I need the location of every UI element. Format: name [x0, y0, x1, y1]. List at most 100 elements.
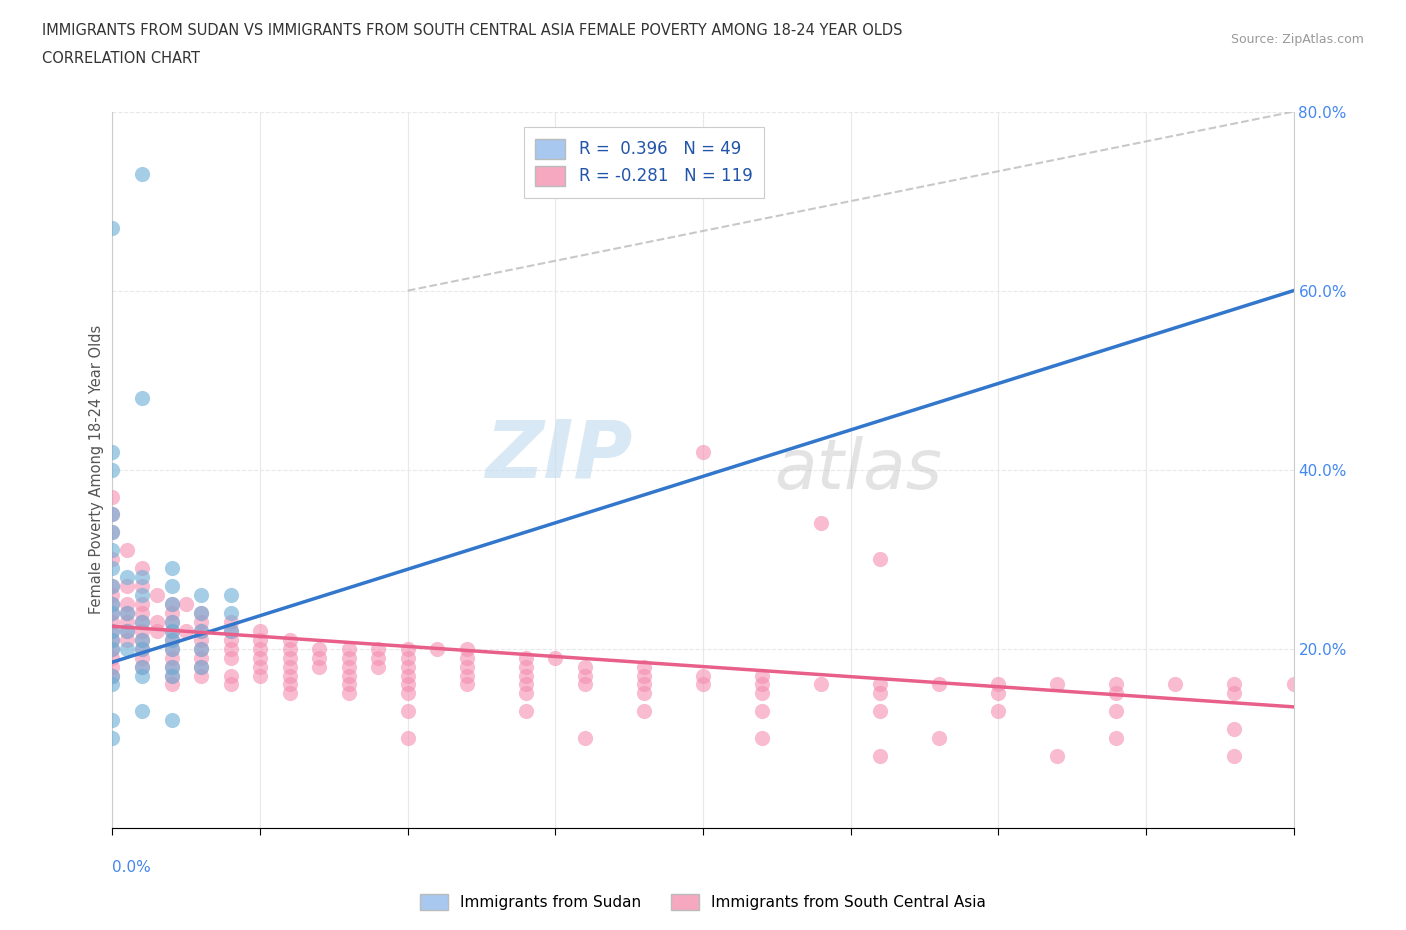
Y-axis label: Female Poverty Among 18-24 Year Olds: Female Poverty Among 18-24 Year Olds — [89, 325, 104, 615]
Point — [190, 668, 212, 683]
Point — [160, 642, 183, 657]
Point — [456, 650, 478, 665]
Point — [117, 642, 138, 657]
Point — [101, 220, 124, 235]
Point — [367, 642, 389, 657]
Point — [337, 686, 360, 701]
Point — [131, 596, 153, 611]
Point — [426, 642, 449, 657]
Point — [160, 578, 183, 593]
Point — [160, 642, 183, 657]
Point — [810, 677, 832, 692]
Point — [1046, 749, 1069, 764]
Text: 0.0%: 0.0% — [112, 860, 152, 875]
Point — [101, 525, 124, 539]
Point — [160, 712, 183, 727]
Point — [190, 642, 212, 657]
Point — [131, 615, 153, 630]
Point — [101, 623, 124, 638]
Point — [633, 704, 655, 719]
Point — [190, 623, 212, 638]
Point — [131, 166, 153, 181]
Point — [249, 632, 271, 647]
Point — [131, 561, 153, 576]
Point — [101, 659, 124, 674]
Point — [190, 588, 212, 603]
Point — [190, 659, 212, 674]
Point — [869, 749, 891, 764]
Point — [117, 578, 138, 593]
Point — [219, 588, 242, 603]
Point — [308, 659, 330, 674]
Point — [101, 642, 124, 657]
Point — [131, 588, 153, 603]
Text: CORRELATION CHART: CORRELATION CHART — [42, 51, 200, 66]
Point — [101, 551, 124, 566]
Point — [574, 677, 596, 692]
Point — [515, 650, 537, 665]
Point — [190, 632, 212, 647]
Point — [249, 650, 271, 665]
Point — [751, 686, 773, 701]
Point — [131, 605, 153, 620]
Point — [987, 677, 1010, 692]
Point — [160, 659, 183, 674]
Point — [633, 659, 655, 674]
Point — [219, 677, 242, 692]
Point — [574, 731, 596, 746]
Point — [337, 659, 360, 674]
Point — [160, 596, 183, 611]
Point — [101, 668, 124, 683]
Point — [190, 605, 212, 620]
Point — [278, 668, 301, 683]
Point — [101, 578, 124, 593]
Point — [101, 588, 124, 603]
Point — [117, 605, 138, 620]
Point — [219, 623, 242, 638]
Point — [278, 650, 301, 665]
Point — [146, 615, 169, 630]
Point — [515, 659, 537, 674]
Text: IMMIGRANTS FROM SUDAN VS IMMIGRANTS FROM SOUTH CENTRAL ASIA FEMALE POVERTY AMONG: IMMIGRANTS FROM SUDAN VS IMMIGRANTS FROM… — [42, 23, 903, 38]
Point — [190, 615, 212, 630]
Point — [456, 642, 478, 657]
Point — [515, 677, 537, 692]
Point — [1105, 704, 1128, 719]
Point — [190, 623, 212, 638]
Point — [456, 659, 478, 674]
Point — [515, 686, 537, 701]
Point — [1223, 722, 1246, 737]
Point — [131, 623, 153, 638]
Point — [337, 668, 360, 683]
Point — [337, 677, 360, 692]
Point — [131, 569, 153, 585]
Point — [337, 642, 360, 657]
Point — [131, 578, 153, 593]
Point — [869, 704, 891, 719]
Point — [131, 632, 153, 647]
Point — [1223, 677, 1246, 692]
Point — [396, 668, 419, 683]
Point — [1223, 749, 1246, 764]
Point — [574, 659, 596, 674]
Point — [160, 650, 183, 665]
Point — [160, 623, 183, 638]
Point — [101, 525, 124, 539]
Point — [396, 642, 419, 657]
Point — [117, 569, 138, 585]
Point — [219, 650, 242, 665]
Point — [101, 596, 124, 611]
Point — [1164, 677, 1187, 692]
Point — [456, 677, 478, 692]
Point — [515, 668, 537, 683]
Point — [101, 605, 124, 620]
Point — [131, 642, 153, 657]
Point — [219, 623, 242, 638]
Point — [515, 704, 537, 719]
Point — [101, 578, 124, 593]
Point — [396, 686, 419, 701]
Point — [101, 507, 124, 522]
Point — [131, 668, 153, 683]
Point — [396, 677, 419, 692]
Point — [751, 731, 773, 746]
